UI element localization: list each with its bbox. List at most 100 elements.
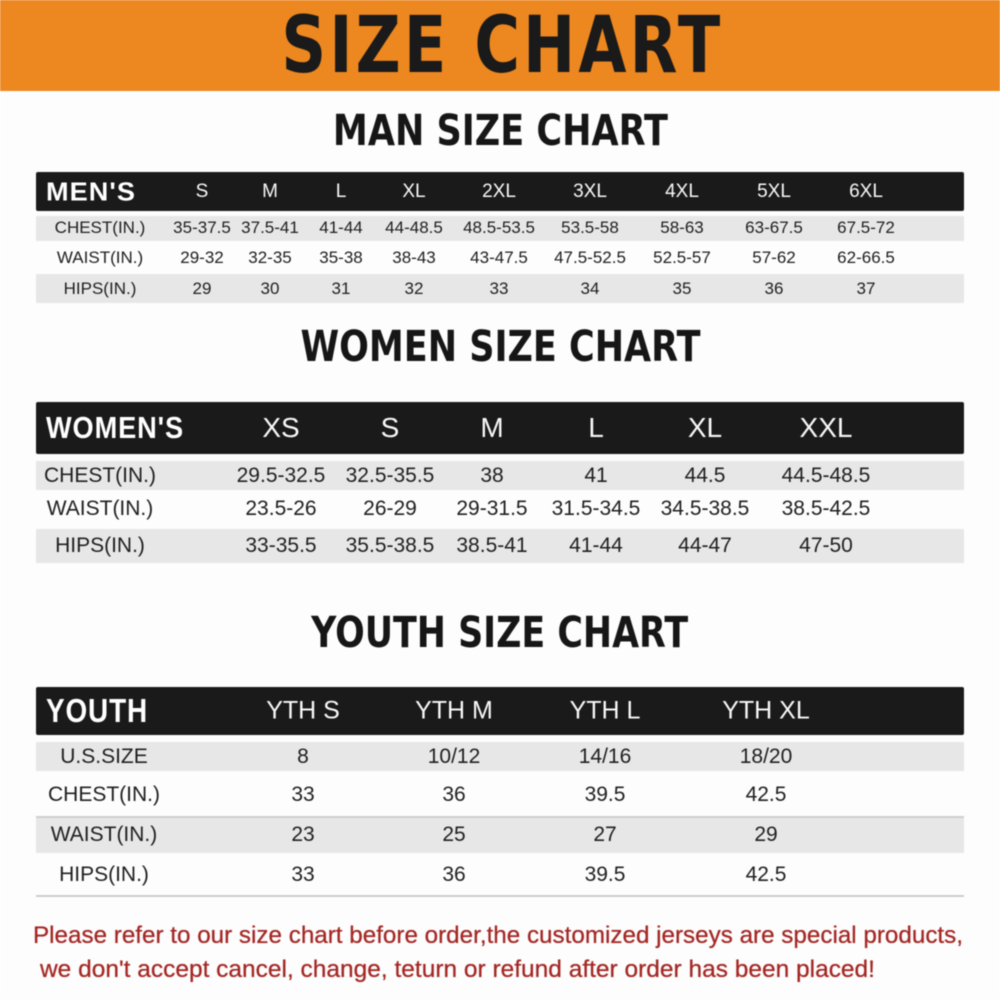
row-stripe (36, 529, 964, 563)
table-cell: 33 (489, 279, 509, 298)
table-cell: 35 (672, 279, 692, 298)
row-stripe (36, 816, 964, 853)
table-cell: 43-47.5 (470, 248, 528, 267)
table-cell: 38-43 (392, 248, 436, 267)
column-header-yth-m: YTH M (415, 696, 493, 725)
table-cell: 32 (404, 279, 424, 298)
row-stripe (36, 461, 964, 490)
table-cell: 39.5 (584, 863, 626, 886)
table-cell: 32.5-35.5 (345, 464, 435, 487)
column-header-5xl: 5XL (757, 180, 791, 202)
table-cell: 27 (593, 822, 617, 846)
table-cell: 52.5-57 (653, 248, 711, 267)
column-header-xl: XL (402, 180, 426, 202)
table-cell: 33 (291, 783, 315, 806)
table-cell: 34 (580, 279, 600, 298)
table-cell: 57-62 (752, 248, 796, 267)
table-cell: 33 (291, 863, 315, 886)
column-header-2xl: 2XL (482, 180, 516, 202)
table-cell: 35-37.5 (173, 218, 231, 237)
table-cell: 8 (297, 744, 309, 768)
column-header-xxl: XXL (799, 412, 853, 443)
banner: SIZE CHART (0, 0, 1000, 91)
table-cell: 31.5-34.5 (551, 497, 641, 520)
women-size-chart-heading: WOMEN SIZE CHART (299, 321, 701, 372)
table-cell: 44-48.5 (385, 218, 443, 237)
table-cell: 41-44 (319, 218, 363, 237)
table-cell: 44-47 (678, 534, 732, 557)
table-cell: 47.5-52.5 (554, 248, 626, 267)
table-cell: 37.5-41 (241, 218, 299, 237)
row-label-hips-in: HIPS(IN.) (55, 534, 145, 557)
table-cell: 53.5-58 (561, 218, 619, 237)
table-header-band (36, 402, 964, 454)
table-cell: 36 (442, 783, 466, 806)
man-size-chart-heading: MAN SIZE CHART (332, 105, 668, 156)
table-cell: 38.5-41 (456, 534, 528, 557)
table-cell: 31 (331, 279, 351, 298)
column-header-yth-xl: YTH XL (722, 696, 810, 725)
table-cell: 37 (856, 279, 876, 298)
column-header-6xl: 6XL (849, 180, 883, 202)
table-cell: 47-50 (799, 534, 853, 557)
footnote-line-2: we don't accept cancel, change, teturn o… (40, 956, 875, 983)
table-title-women-s: WOMEN'S (46, 410, 184, 445)
table-cell: 18/20 (739, 744, 793, 768)
table-cell: 32-35 (248, 248, 292, 267)
table-header-band (36, 172, 964, 211)
table-cell: 29-32 (180, 248, 224, 267)
table-cell: 39.5 (584, 783, 626, 806)
table-cell: 33-35.5 (245, 534, 317, 557)
table-cell: 62-66.5 (837, 248, 895, 267)
table-cell: 26-29 (363, 497, 417, 520)
table-cell: 29 (192, 279, 212, 298)
row-label-hips-in: HIPS(IN.) (59, 863, 149, 886)
column-header-yth-l: YTH L (569, 696, 641, 725)
table-cell: 42.5 (745, 863, 787, 886)
table-cell: 36 (764, 279, 784, 298)
column-header-m: M (262, 180, 278, 202)
table-cell: 44.5 (684, 464, 726, 487)
table-cell: 35-38 (319, 248, 363, 267)
table-cell: 29.5-32.5 (236, 464, 326, 487)
table-cell: 10/12 (427, 744, 481, 768)
row-label-hips-in: HIPS(IN.) (63, 279, 137, 298)
table-cell: 42.5 (745, 783, 787, 806)
table-cell: 58-63 (660, 218, 704, 237)
row-label-chest-in: CHEST(IN.) (44, 464, 156, 487)
table-cell: 41-44 (569, 534, 623, 557)
table-cell: 38.5-42.5 (781, 497, 871, 520)
table-cell: 38 (480, 464, 504, 487)
table-cell: 63-67.5 (745, 218, 803, 237)
table-title-youth: YOUTH (46, 692, 149, 729)
table-cell: 30 (260, 279, 280, 298)
table-cell: 23 (291, 822, 315, 846)
table-cell: 48.5-53.5 (463, 218, 535, 237)
table-cell: 14/16 (578, 744, 632, 768)
table-cell: 23.5-26 (245, 497, 317, 520)
table-cell: 29-31.5 (456, 497, 528, 520)
column-header-4xl: 4XL (665, 180, 699, 202)
column-header-xl: XL (687, 412, 723, 443)
table-bottom-line (36, 895, 964, 897)
youth-size-chart-heading: YOUTH SIZE CHART (311, 607, 689, 658)
column-header-s: S (195, 180, 209, 202)
table-cell: 44.5-48.5 (781, 464, 871, 487)
banner-title: SIZE CHART (281, 0, 724, 91)
table-cell: 67.5-72 (837, 218, 895, 237)
row-stripe (36, 742, 964, 771)
row-label-chest-in: CHEST(IN.) (48, 783, 160, 806)
table-cell: 35.5-38.5 (345, 534, 435, 557)
table-cell: 25 (442, 822, 466, 846)
column-header-l: L (588, 412, 604, 443)
column-header-yth-s: YTH S (266, 696, 340, 725)
row-label-waist-in: WAIST(IN.) (50, 822, 158, 846)
table-header-band (36, 687, 964, 735)
row-label-u-s-size: U.S.SIZE (60, 744, 148, 768)
table-cell: 36 (442, 863, 466, 886)
row-stripe (36, 216, 964, 241)
row-label-waist-in: WAIST(IN.) (56, 248, 144, 267)
table-title-men-s: MEN'S (46, 176, 136, 206)
row-label-waist-in: WAIST(IN.) (46, 497, 154, 520)
